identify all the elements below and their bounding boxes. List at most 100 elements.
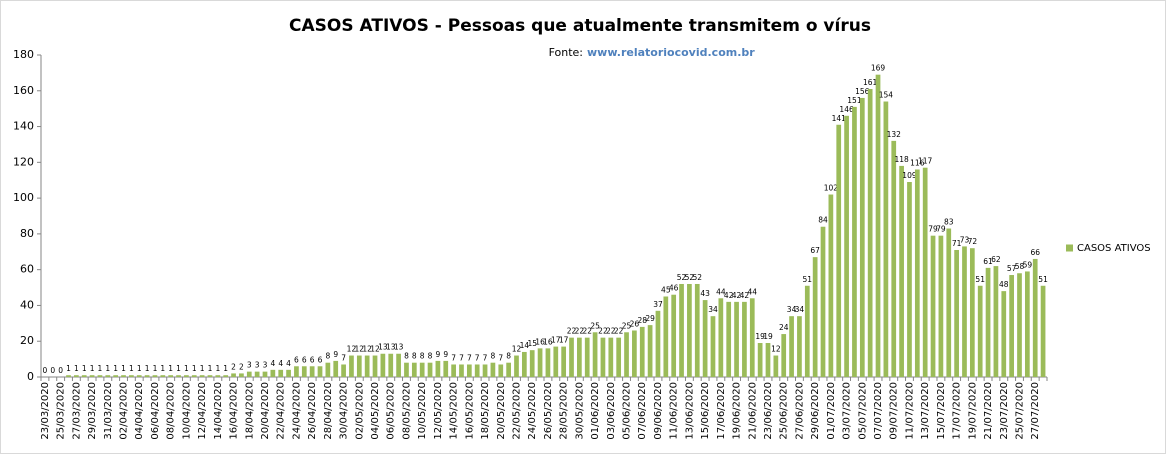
bar <box>702 300 708 377</box>
data-label: 16 <box>535 337 545 346</box>
data-label: 1 <box>82 364 87 373</box>
data-label: 8 <box>420 352 425 361</box>
x-tick-label: 14/05/2020 <box>449 382 460 440</box>
data-label: 7 <box>459 353 464 362</box>
data-label: 7 <box>483 353 488 362</box>
data-label: 51 <box>975 275 985 284</box>
bar <box>270 369 276 377</box>
data-label: 117 <box>918 157 933 166</box>
x-tick-label: 16/05/2020 <box>464 382 475 440</box>
data-label: 61 <box>983 257 993 266</box>
data-label: 22 <box>614 327 624 336</box>
data-label: 9 <box>443 350 448 359</box>
data-label: 28 <box>637 316 647 325</box>
bar <box>671 294 677 377</box>
data-label: 42 <box>732 291 742 300</box>
data-label: 12 <box>347 345 357 354</box>
bar <box>97 375 103 377</box>
x-tick-label: 26/05/2020 <box>543 382 554 440</box>
bar <box>1009 275 1014 377</box>
x-tick-label: 31/03/2020 <box>103 382 114 440</box>
data-label: 25 <box>590 321 600 330</box>
data-label: 1 <box>129 364 134 373</box>
x-tick-label: 21/07/2020 <box>983 382 994 440</box>
bar <box>160 375 166 377</box>
bar <box>184 375 189 377</box>
data-label: 8 <box>325 352 330 361</box>
bar <box>584 337 590 377</box>
bar <box>1001 291 1007 377</box>
data-label: 19 <box>755 332 765 341</box>
bar <box>577 337 582 377</box>
bar <box>710 316 716 377</box>
bar <box>797 316 802 377</box>
y-tick-label: 40 <box>20 298 34 311</box>
bar <box>1040 285 1046 377</box>
bar <box>632 330 637 377</box>
data-label: 59 <box>1023 260 1033 269</box>
data-label: 29 <box>645 314 655 323</box>
x-tick-label: 18/05/2020 <box>480 382 491 440</box>
bar <box>765 343 771 377</box>
data-label: 12 <box>355 345 365 354</box>
data-label: 1 <box>215 364 220 373</box>
y-tick-label: 120 <box>13 155 34 168</box>
data-label: 44 <box>748 287 758 296</box>
x-tick-label: 10/04/2020 <box>181 382 192 440</box>
x-tick-label: 20/05/2020 <box>496 382 507 440</box>
y-tick-label: 0 <box>27 370 34 383</box>
data-label: 79 <box>936 225 946 234</box>
data-label: 1 <box>137 364 142 373</box>
x-tick-label: 11/07/2020 <box>904 382 915 440</box>
x-tick-label: 01/06/2020 <box>590 382 601 440</box>
x-tick-label: 09/07/2020 <box>889 382 900 440</box>
x-tick-label: 30/04/2020 <box>339 382 350 440</box>
bar <box>301 366 307 377</box>
x-tick-label: 26/04/2020 <box>307 382 318 440</box>
data-label: 4 <box>278 359 283 368</box>
data-label: 6 <box>310 355 315 364</box>
bar <box>231 373 236 377</box>
data-label: 156 <box>855 87 870 96</box>
bar <box>309 366 315 377</box>
x-tick-label: 29/06/2020 <box>810 382 821 440</box>
x-tick-label: 06/04/2020 <box>150 382 161 440</box>
x-tick-label: 15/06/2020 <box>700 382 711 440</box>
subtitle-link: www.relatoriocovid.com.br <box>587 46 755 59</box>
bar <box>74 375 79 377</box>
data-label: 83 <box>944 218 954 227</box>
x-tick-label: 13/06/2020 <box>684 382 695 440</box>
data-label: 2 <box>239 362 244 371</box>
x-tick-label: 20/04/2020 <box>260 382 271 440</box>
data-label: 16 <box>543 337 553 346</box>
bar <box>742 301 747 377</box>
bar <box>482 364 488 377</box>
data-label: 34 <box>708 305 718 314</box>
data-label: 6 <box>318 355 323 364</box>
bar <box>561 346 567 377</box>
bar <box>215 375 221 377</box>
data-label: 116 <box>910 158 925 167</box>
x-tick-label: 22/05/2020 <box>511 382 522 440</box>
legend-swatch <box>1066 244 1073 252</box>
data-label: 19 <box>763 332 773 341</box>
bar <box>459 364 464 377</box>
bar <box>679 283 684 377</box>
data-label: 7 <box>451 353 456 362</box>
bar <box>514 355 519 377</box>
x-tick-label: 02/04/2020 <box>119 382 130 440</box>
data-label: 146 <box>839 105 854 114</box>
x-tick-label: 04/05/2020 <box>370 382 381 440</box>
y-tick-label: 60 <box>20 263 34 276</box>
data-label: 8 <box>412 352 417 361</box>
bar <box>490 362 496 377</box>
bar <box>749 298 755 377</box>
data-label: 71 <box>952 239 962 248</box>
bar <box>734 301 739 377</box>
data-label: 67 <box>810 246 820 255</box>
bar <box>317 366 323 377</box>
data-label: 7 <box>475 353 480 362</box>
data-label: 57 <box>1007 264 1017 273</box>
data-label: 26 <box>630 319 640 328</box>
bar <box>875 74 881 377</box>
